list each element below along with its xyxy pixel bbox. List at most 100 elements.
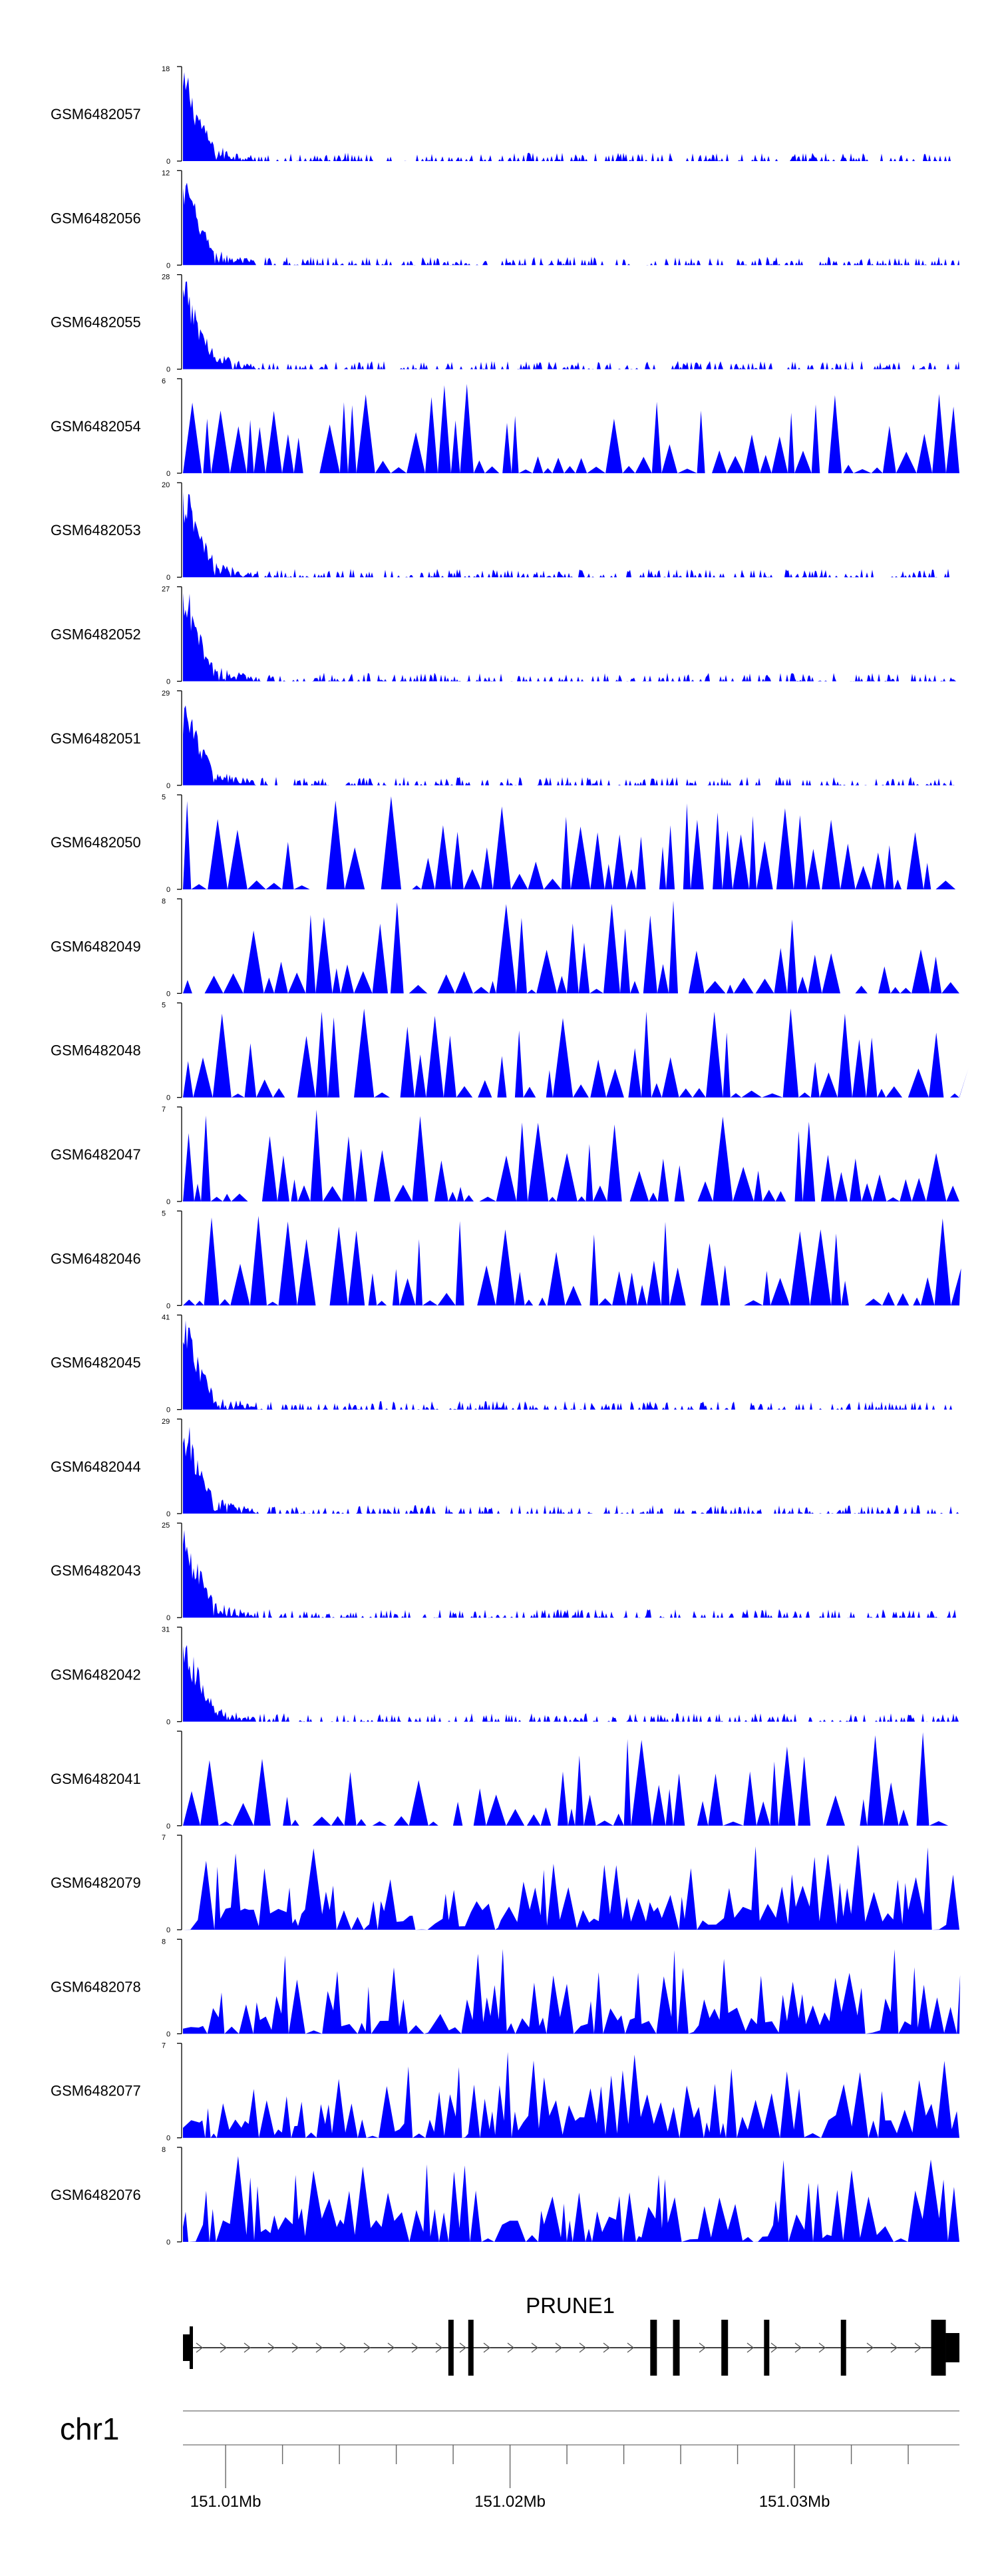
track-gsm6482043: GSM6482043 25 0 <box>51 1522 959 1622</box>
y-max-label: 28 <box>162 274 170 282</box>
y-max-label: 41 <box>162 1314 170 1322</box>
strand-arrow <box>531 2342 539 2353</box>
track-label: GSM6482046 <box>51 1250 141 1267</box>
y-max-label: 18 <box>162 65 170 73</box>
track-gsm6482046: GSM6482046 5 0 <box>51 1209 961 1310</box>
track-gsm6482051: GSM6482051 29 0 <box>51 690 959 790</box>
strand-arrow <box>411 2342 419 2353</box>
track-label: GSM6482056 <box>51 210 141 226</box>
track-gsm6482076: GSM6482076 8 0 <box>51 2146 959 2247</box>
y-min-label: 0 <box>166 2239 170 2247</box>
y-max-label: 7 <box>162 2042 166 2050</box>
y-min-label: 0 <box>166 678 170 686</box>
coverage-area <box>183 1844 959 1930</box>
exon-last-coding <box>931 2320 946 2376</box>
track-label: GSM6482048 <box>51 1042 141 1059</box>
y-max-label: 7 <box>162 1106 166 1114</box>
track-label: GSM6482047 <box>51 1146 141 1163</box>
strand-arrow <box>315 2342 323 2353</box>
track-gsm6482050: GSM6482050 5 0 <box>51 793 959 894</box>
track-gsm6482057: GSM6482057 18 0 <box>51 65 959 166</box>
track-label: GSM6482053 <box>51 522 141 538</box>
y-min-label: 0 <box>166 2135 170 2143</box>
axis-tick-label: 151.01Mb <box>190 2493 261 2511</box>
y-max-label: 8 <box>162 897 166 905</box>
exon <box>840 2320 846 2376</box>
strand-arrow <box>914 2342 922 2353</box>
strand-arrow <box>291 2342 299 2353</box>
strand-arrow <box>363 2342 371 2353</box>
exon <box>764 2320 770 2376</box>
y-min-label: 0 <box>166 1719 170 1727</box>
track-label: GSM6482044 <box>51 1458 141 1475</box>
coverage-area <box>183 1320 959 1410</box>
coverage-area <box>183 1110 959 1201</box>
strand-arrow <box>818 2342 826 2353</box>
strand-arrow <box>387 2342 395 2353</box>
track-gsm6482052: GSM6482052 27 0 <box>51 586 959 686</box>
track-gsm6482078: GSM6482078 8 0 <box>51 1938 961 2038</box>
exon <box>721 2320 729 2376</box>
coverage-area <box>183 592 959 682</box>
track-gsm6482042: GSM6482042 31 0 <box>51 1626 959 1727</box>
coverage-area <box>183 2156 959 2242</box>
coverage-area <box>183 281 959 369</box>
track-gsm6482054: GSM6482054 6 0 <box>51 377 959 478</box>
track-label: GSM6482078 <box>51 1978 141 1995</box>
track-gsm6482045: GSM6482045 41 0 <box>51 1314 959 1414</box>
track-gsm6482047: GSM6482047 7 0 <box>51 1106 959 1206</box>
strand-arrow <box>483 2342 491 2353</box>
y-min-label: 0 <box>166 1094 170 1102</box>
strand-arrow <box>435 2342 443 2353</box>
track-label: GSM6482077 <box>51 2083 141 2099</box>
coverage-area <box>183 1645 959 1722</box>
coverage-area <box>183 705 959 785</box>
exon <box>448 2320 454 2376</box>
track-label: GSM6482052 <box>51 626 141 643</box>
y-min-label: 0 <box>166 366 170 374</box>
track-label: GSM6482043 <box>51 1562 141 1579</box>
axis-tick-label: 151.03Mb <box>759 2493 830 2511</box>
strand-arrow <box>220 2342 228 2353</box>
strand-arrow <box>890 2342 898 2353</box>
coverage-area <box>183 901 959 994</box>
strand-arrow <box>699 2342 707 2353</box>
track-gsm6482079: GSM6482079 7 0 <box>51 1834 959 1934</box>
y-min-label: 0 <box>166 990 170 998</box>
y-min-label: 0 <box>166 782 170 790</box>
strand-arrow <box>555 2342 563 2353</box>
y-max-label: 8 <box>162 1938 166 1946</box>
track-gsm6482048: GSM6482048 5 0 <box>51 1002 969 1102</box>
strand-arrow <box>770 2342 778 2353</box>
y-min-label: 0 <box>166 2030 170 2038</box>
coverage-area <box>183 72 959 161</box>
y-min-label: 0 <box>166 1302 170 1310</box>
track-label: GSM6482045 <box>51 1355 141 1371</box>
y-min-label: 0 <box>166 470 170 478</box>
track-label: GSM6482051 <box>51 730 141 747</box>
y-min-label: 0 <box>166 1510 170 1518</box>
strand-arrow <box>627 2342 635 2353</box>
y-max-label: 20 <box>162 481 170 489</box>
track-label: GSM6482079 <box>51 1874 141 1891</box>
track-gsm6482049: GSM6482049 8 0 <box>51 897 959 998</box>
coverage-area <box>183 1426 959 1514</box>
y-max-label: 25 <box>162 1522 170 1530</box>
coverage-area <box>183 383 959 473</box>
y-min-label: 0 <box>166 1614 170 1622</box>
strand-arrow <box>794 2342 802 2353</box>
strand-arrow <box>459 2342 467 2353</box>
track-gsm6482056: GSM6482056 12 0 <box>51 169 959 270</box>
strand-arrow <box>267 2342 275 2353</box>
chromosome-label: chr1 <box>60 2412 119 2446</box>
y-min-label: 0 <box>166 1406 170 1414</box>
signal-tracks-panel: GSM6482057180GSM6482056120GSM6482055280G… <box>51 65 969 2247</box>
coverage-area <box>183 491 959 578</box>
coverage-area <box>183 182 959 266</box>
exon <box>650 2320 657 2376</box>
track-gsm6482077: GSM6482077 7 0 <box>51 2042 959 2143</box>
exon <box>673 2320 680 2376</box>
y-max-label: 29 <box>162 1418 170 1426</box>
track-label: GSM6482054 <box>51 418 141 435</box>
